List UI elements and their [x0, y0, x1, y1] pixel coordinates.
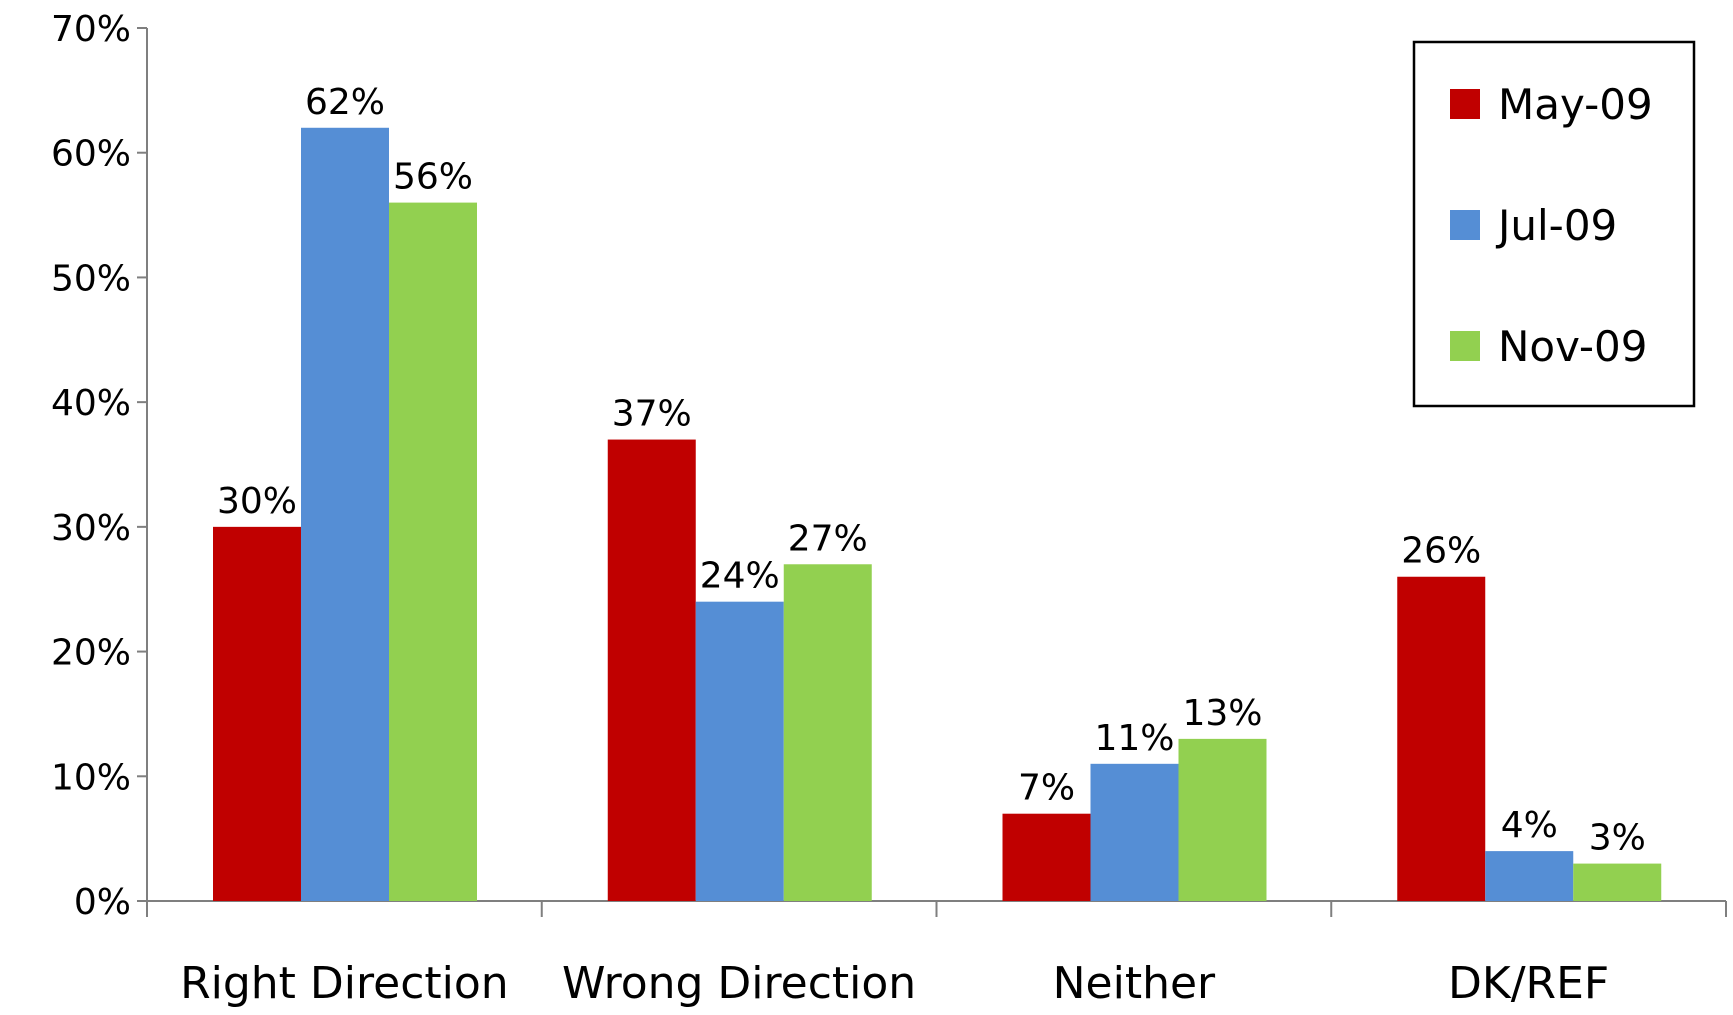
x-tick-label: Right Direction	[180, 958, 509, 1009]
data-label: 7%	[1018, 768, 1075, 809]
bar-jul-09	[1090, 763, 1179, 901]
bar-jul-09	[301, 127, 389, 902]
legend-label: Nov-09	[1498, 322, 1647, 371]
y-tick-label: 30%	[51, 508, 131, 549]
y-tick-label: 0%	[74, 882, 131, 923]
legend-swatch	[1450, 89, 1480, 119]
y-tick-label: 70%	[51, 9, 131, 50]
y-axis: 0% 10% 20% 30% 40% 50% 60% 70%	[51, 9, 148, 923]
legend-label: Jul-09	[1495, 201, 1617, 250]
legend-label: May-09	[1498, 80, 1653, 129]
bar-nov-09	[1178, 738, 1267, 901]
data-label: 11%	[1094, 718, 1174, 759]
data-label: 3%	[1589, 818, 1646, 859]
legend-swatch	[1450, 210, 1480, 240]
y-tick-label: 40%	[51, 383, 131, 424]
bars	[213, 127, 1662, 902]
legend: May-09 Jul-09 Nov-09	[1412, 40, 1696, 408]
y-tick-label: 60%	[51, 134, 131, 175]
legend-swatch	[1450, 331, 1480, 361]
data-label: 24%	[700, 556, 780, 597]
bar-jul-09	[695, 601, 784, 901]
bar-may-09	[1397, 576, 1486, 901]
y-tick-label: 10%	[51, 757, 131, 798]
bar-jul-09	[1485, 851, 1574, 901]
bar-nov-09	[783, 564, 872, 901]
y-tick-label: 50%	[51, 258, 131, 299]
bar-may-09	[1002, 813, 1091, 901]
data-label: 56%	[393, 157, 473, 198]
x-tick-label: DK/REF	[1448, 958, 1609, 1009]
data-label: 13%	[1182, 693, 1262, 734]
data-label: 62%	[305, 82, 385, 123]
x-tick-label: Wrong Direction	[562, 958, 916, 1009]
bar-may-09	[213, 526, 301, 901]
data-labels: 30% 62%56% 37% 24%27% 7% 11%13% 26% 4% 3%	[217, 82, 1646, 859]
data-label: 30%	[217, 481, 297, 522]
y-tick-label: 20%	[51, 633, 131, 674]
bar-may-09	[607, 439, 696, 901]
bar-nov-09	[389, 202, 477, 902]
bar-nov-09	[1573, 863, 1662, 901]
data-label: 27%	[788, 518, 868, 559]
data-label: 4%	[1501, 805, 1558, 846]
data-label: 26%	[1401, 531, 1481, 572]
x-axis: Right Direction Wrong Direction Neither DK/…	[146, 900, 1727, 1009]
data-label: 37%	[612, 394, 692, 435]
x-tick-label: Neither	[1053, 958, 1216, 1009]
